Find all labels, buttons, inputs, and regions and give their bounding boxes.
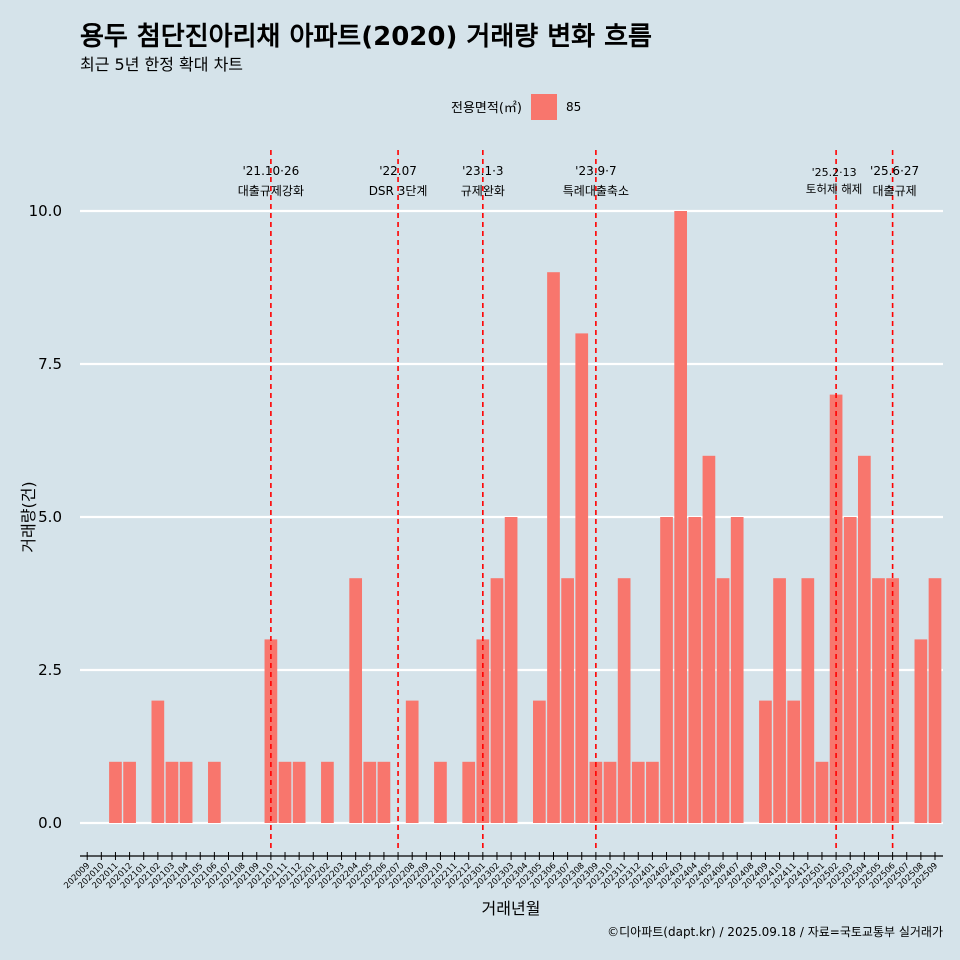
bar bbox=[547, 272, 560, 823]
annotation-label: DSR 3단계 bbox=[369, 184, 428, 198]
annotation-date: '25.2·13 bbox=[812, 166, 857, 179]
bar bbox=[504, 517, 518, 823]
y-tick-label: 2.5 bbox=[38, 661, 62, 679]
annotation-date: '25.6·27 bbox=[870, 164, 919, 178]
bar bbox=[292, 761, 306, 823]
legend-title: 전용면적(㎡) bbox=[451, 101, 522, 116]
annotation-date: '21.10·26 bbox=[243, 164, 300, 178]
bar bbox=[914, 639, 928, 823]
annotation-date: '22.07 bbox=[379, 164, 417, 178]
bar bbox=[801, 578, 815, 823]
x-axis-title: 거래년월 bbox=[482, 899, 541, 918]
bar bbox=[575, 333, 589, 823]
bar bbox=[928, 578, 942, 823]
legend: 전용면적(㎡) 85 bbox=[451, 94, 581, 120]
bar bbox=[462, 761, 476, 823]
bar bbox=[123, 761, 136, 823]
bar bbox=[617, 578, 631, 823]
bar bbox=[702, 455, 716, 823]
bar bbox=[787, 700, 801, 823]
bar bbox=[631, 761, 645, 823]
chart-subtitle: 최근 5년 한정 확대 차트 bbox=[80, 55, 243, 74]
caption: ©디아파트(dapt.kr) / 2025.09.18 / 자료=국토교통부 실… bbox=[607, 925, 943, 939]
bar bbox=[773, 578, 786, 823]
bar bbox=[264, 639, 278, 823]
bar bbox=[872, 578, 885, 823]
bar bbox=[815, 761, 829, 823]
bar bbox=[490, 578, 504, 823]
bar bbox=[688, 517, 702, 823]
bar bbox=[165, 761, 179, 823]
bar bbox=[730, 517, 744, 823]
bar bbox=[363, 761, 377, 823]
bar bbox=[759, 700, 772, 823]
chart-title: 용두 첨단진아리채 아파트(2020) 거래량 변화 흐름 bbox=[80, 22, 652, 52]
annotation-date: '23.1·3 bbox=[462, 164, 503, 178]
bar bbox=[179, 761, 193, 823]
annotations: '21.10·26 대출규제강화 '22.07 DSR 3단계 '23.1·3 규제완화 '… bbox=[238, 150, 919, 848]
annotation-label: 대출규제강화 bbox=[238, 184, 304, 198]
bar bbox=[349, 578, 363, 823]
y-axis-title: 거래량(건) bbox=[19, 481, 38, 552]
annotation-label: 특례대출축소 bbox=[563, 184, 629, 198]
y-tick-label: 10.0 bbox=[29, 202, 62, 220]
y-tick-label: 0.0 bbox=[38, 814, 62, 832]
bar bbox=[278, 761, 292, 823]
y-axis-ticks: 0.0 2.5 5.0 7.5 10.0 bbox=[29, 202, 62, 832]
bar bbox=[377, 761, 391, 823]
annotation-label: 토허제 해제 bbox=[806, 182, 863, 196]
bars bbox=[109, 211, 942, 823]
bar bbox=[646, 761, 659, 823]
annotation-label: 대출규제 bbox=[873, 184, 917, 198]
bar bbox=[561, 578, 574, 823]
bar bbox=[434, 761, 447, 823]
bar bbox=[109, 761, 122, 823]
annotation-label: 규제완화 bbox=[461, 184, 505, 198]
bar bbox=[405, 700, 419, 823]
bar bbox=[660, 517, 673, 823]
bar bbox=[533, 700, 546, 823]
bar bbox=[716, 578, 730, 823]
bar bbox=[476, 639, 490, 823]
bar bbox=[208, 761, 221, 823]
bar bbox=[843, 517, 857, 823]
legend-swatch bbox=[531, 94, 557, 120]
y-tick-label: 5.0 bbox=[38, 508, 62, 526]
bar bbox=[321, 761, 334, 823]
bar bbox=[674, 211, 688, 823]
bar bbox=[603, 761, 617, 823]
annotation-date: '23.9·7 bbox=[575, 164, 616, 178]
bar bbox=[858, 455, 871, 823]
y-tick-label: 7.5 bbox=[38, 355, 62, 373]
bar bbox=[829, 394, 843, 823]
bar bbox=[151, 700, 165, 823]
legend-label: 85 bbox=[566, 100, 581, 114]
